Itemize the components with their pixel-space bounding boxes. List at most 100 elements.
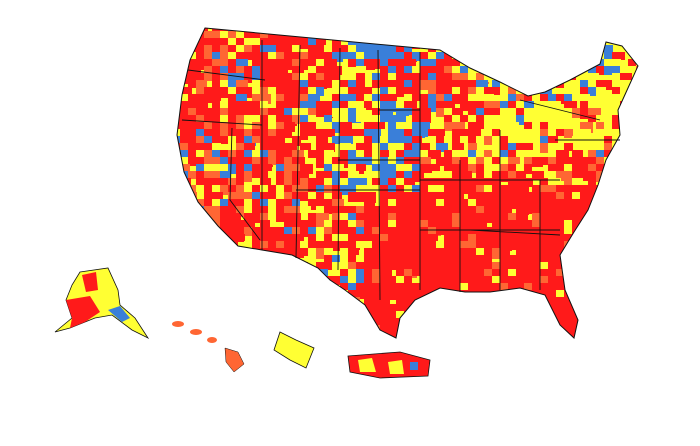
- county: [268, 31, 277, 41]
- county: [532, 241, 540, 252]
- county: [508, 262, 519, 273]
- county: [516, 80, 527, 89]
- county: [540, 248, 551, 255]
- county: [300, 185, 312, 194]
- county: [204, 164, 215, 174]
- county: [508, 213, 521, 222]
- county: [636, 297, 638, 308]
- county: [524, 73, 532, 83]
- county: [204, 283, 213, 294]
- county: [260, 80, 269, 88]
- county: [636, 31, 638, 38]
- county: [332, 45, 345, 54]
- county: [332, 304, 345, 311]
- county: [508, 164, 520, 175]
- county: [524, 143, 533, 150]
- county: [284, 157, 294, 164]
- county: [228, 234, 236, 242]
- county: [364, 262, 376, 270]
- county: [612, 66, 624, 74]
- county: [388, 66, 396, 75]
- county: [412, 241, 420, 250]
- county: [620, 206, 630, 216]
- county: [180, 262, 192, 269]
- county: [268, 283, 280, 290]
- county: [532, 297, 544, 304]
- county: [452, 199, 463, 206]
- county: [204, 87, 216, 98]
- county: [212, 171, 221, 178]
- county: [516, 269, 529, 278]
- county: [476, 136, 489, 144]
- county: [556, 115, 566, 126]
- county: [468, 31, 479, 42]
- county: [628, 290, 638, 299]
- county: [292, 45, 300, 53]
- county: [340, 150, 351, 159]
- county: [380, 115, 391, 122]
- county: [292, 283, 304, 294]
- county: [420, 108, 431, 115]
- county: [356, 157, 369, 165]
- county: [252, 304, 263, 314]
- county: [476, 276, 489, 287]
- county: [604, 248, 613, 256]
- county: [188, 255, 198, 263]
- county: [244, 318, 252, 326]
- county: [460, 227, 471, 236]
- county: [620, 31, 631, 42]
- county: [428, 206, 440, 215]
- county: [292, 290, 305, 297]
- county: [204, 318, 215, 326]
- county: [188, 213, 198, 222]
- county: [220, 80, 228, 91]
- county: [452, 234, 460, 244]
- county: [260, 101, 268, 109]
- county: [516, 164, 529, 171]
- county: [428, 325, 441, 334]
- county: [188, 171, 199, 179]
- county: [316, 80, 327, 89]
- county: [396, 178, 406, 186]
- county: [508, 66, 516, 73]
- county: [564, 269, 573, 278]
- county: [188, 80, 197, 88]
- county: [612, 171, 623, 182]
- county: [220, 52, 231, 63]
- county: [420, 164, 432, 173]
- county: [276, 80, 285, 90]
- county: [212, 101, 223, 112]
- county: [492, 66, 505, 76]
- county: [412, 66, 424, 77]
- county: [308, 332, 317, 338]
- county: [444, 241, 453, 251]
- county: [284, 290, 296, 300]
- county: [276, 262, 284, 272]
- county: [260, 269, 272, 280]
- county: [500, 199, 511, 210]
- county: [372, 255, 381, 263]
- county: [356, 332, 364, 338]
- county: [444, 59, 456, 68]
- county: [388, 192, 401, 200]
- county: [220, 66, 230, 75]
- county: [508, 199, 518, 209]
- county: [516, 185, 529, 196]
- county: [508, 255, 520, 262]
- county: [196, 122, 205, 129]
- county: [220, 227, 233, 235]
- county: [228, 255, 239, 262]
- county: [604, 325, 615, 332]
- county: [612, 318, 623, 326]
- county: [244, 87, 257, 98]
- county: [556, 318, 566, 328]
- county: [444, 94, 454, 102]
- county: [588, 262, 597, 270]
- county: [244, 248, 255, 259]
- county: [284, 150, 295, 158]
- county: [540, 80, 549, 90]
- county: [404, 164, 415, 171]
- county: [444, 87, 453, 97]
- county: [492, 101, 504, 108]
- county: [300, 206, 311, 216]
